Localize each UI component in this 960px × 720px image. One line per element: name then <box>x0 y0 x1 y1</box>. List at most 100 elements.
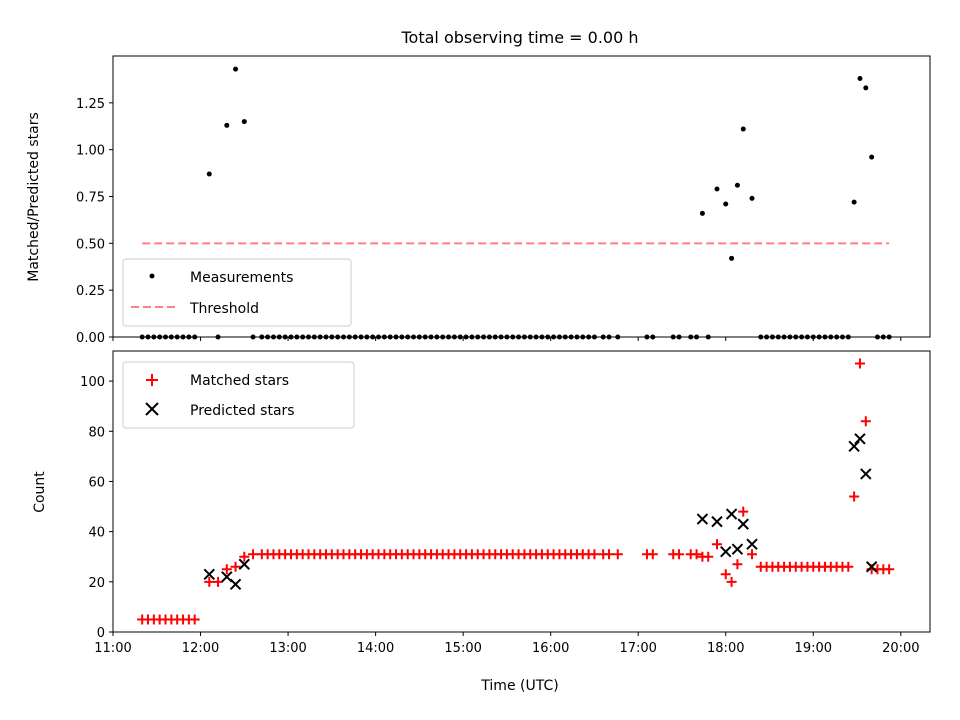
matched-star-point <box>843 561 854 572</box>
measurement-point <box>250 334 256 340</box>
bottom-y-tick-label: 60 <box>88 475 105 490</box>
top-y-ticks: 0.00 0.25 0.50 0.75 1.00 1.25 <box>76 97 113 346</box>
measurement-point <box>335 334 341 340</box>
matched-star-point <box>720 569 731 580</box>
measurement-point <box>174 334 180 340</box>
measurement-point <box>749 195 755 201</box>
measurement-point <box>845 334 851 340</box>
matched-star-point <box>711 539 722 550</box>
measurement-point <box>428 334 434 340</box>
measurement-point <box>259 334 265 340</box>
measurement-point <box>615 334 621 340</box>
measurement-point <box>688 334 694 340</box>
matched-star-point <box>647 549 658 560</box>
measurement-point <box>270 334 276 340</box>
matched-star-point <box>248 549 259 560</box>
bottom-legend: Matched stars Predicted stars <box>122 361 355 429</box>
measurement-point <box>504 334 510 340</box>
bottom-x-tick-label: 12:00 <box>182 641 219 656</box>
measurement-point <box>399 334 405 340</box>
predicted-star-point <box>725 508 738 520</box>
predicted-star-point <box>746 538 758 550</box>
matched-star-point <box>884 564 895 575</box>
legend-measurements-marker <box>149 273 155 279</box>
bottom-x-tick-label: 11:00 <box>94 641 131 656</box>
measurement-point <box>723 201 729 207</box>
measurement-point <box>282 334 288 340</box>
measurement-point <box>539 334 545 340</box>
measurement-point <box>764 334 770 340</box>
measurement-point <box>323 334 329 340</box>
legend-threshold-label: Threshold <box>189 301 259 317</box>
bottom-x-tick-label: 14:00 <box>357 641 394 656</box>
measurement-point <box>481 334 487 340</box>
bottom-y-tick-label: 20 <box>88 576 105 591</box>
measurement-point <box>186 334 192 340</box>
measurement-point <box>600 334 606 340</box>
measurement-point <box>163 334 169 340</box>
measurement-point <box>562 334 568 340</box>
bottom-panel: 0 20 40 60 80 100 11:00 12:00 13:00 14:00 15:00 16… <box>32 350 931 694</box>
measurement-point <box>851 199 857 205</box>
measurement-point <box>793 334 799 340</box>
measurement-point <box>574 334 580 340</box>
measurement-point <box>139 334 145 340</box>
bottom-y-tick-label: 100 <box>80 375 105 390</box>
measurement-point <box>516 334 522 340</box>
matched-star-point <box>589 549 600 560</box>
measurement-point <box>358 334 364 340</box>
measurement-point <box>381 334 387 340</box>
bottom-y-axis-label: Count <box>32 471 48 513</box>
measurement-point <box>676 334 682 340</box>
bottom-x-tick-label: 13:00 <box>269 641 306 656</box>
measurement-point <box>486 334 492 340</box>
measurement-point <box>804 334 810 340</box>
predicted-star-point <box>696 513 709 525</box>
legend-measurements-label: Measurements <box>190 270 293 286</box>
top-y-axis-label: Matched/Predicted stars <box>26 112 42 282</box>
predicted-star-point <box>848 440 860 453</box>
measurement-point <box>586 334 592 340</box>
legend-matched-marker <box>146 374 158 386</box>
measurement-point <box>828 334 834 340</box>
measurement-point <box>341 334 347 340</box>
measurement-point <box>446 334 452 340</box>
measurement-point <box>329 334 335 340</box>
predicted-star-point <box>731 543 744 555</box>
measurement-point <box>168 334 174 340</box>
measurement-point <box>364 334 370 340</box>
matched-star-point <box>691 549 702 560</box>
measurement-point <box>469 334 475 340</box>
measurement-point <box>521 334 527 340</box>
legend-predicted-label: Predicted stars <box>190 403 295 419</box>
measurement-point <box>874 334 880 340</box>
measurement-point <box>545 334 551 340</box>
measurement-point <box>734 182 740 188</box>
measurement-point <box>705 334 711 340</box>
measurement-point <box>799 334 805 340</box>
measurement-point <box>769 334 775 340</box>
measurement-point <box>241 119 247 125</box>
matched-star-point <box>703 551 714 562</box>
top-y-tick-label: 1.00 <box>76 144 105 159</box>
top-x-ticks <box>112 337 902 341</box>
measurement-point <box>411 334 417 340</box>
measurement-point <box>568 334 574 340</box>
measurement-point <box>556 334 562 340</box>
predicted-star-point <box>865 561 878 573</box>
bottom-legend-frame <box>122 361 355 429</box>
predicted-star-point <box>203 568 215 581</box>
measurement-point <box>694 334 700 340</box>
matched-star-point <box>726 576 737 587</box>
bottom-x-tick-label: 19:00 <box>795 641 832 656</box>
matched-star-point <box>604 549 615 560</box>
measurement-point <box>206 171 212 177</box>
measurement-point <box>215 334 221 340</box>
measurement-point <box>294 334 300 340</box>
predicted-star-point <box>720 546 732 558</box>
bottom-x-tick-label: 20:00 <box>882 641 919 656</box>
measurement-point <box>533 334 539 340</box>
measurement-point <box>346 334 352 340</box>
top-y-tick-label: 0.00 <box>76 331 105 346</box>
matched-star-point <box>860 416 871 427</box>
